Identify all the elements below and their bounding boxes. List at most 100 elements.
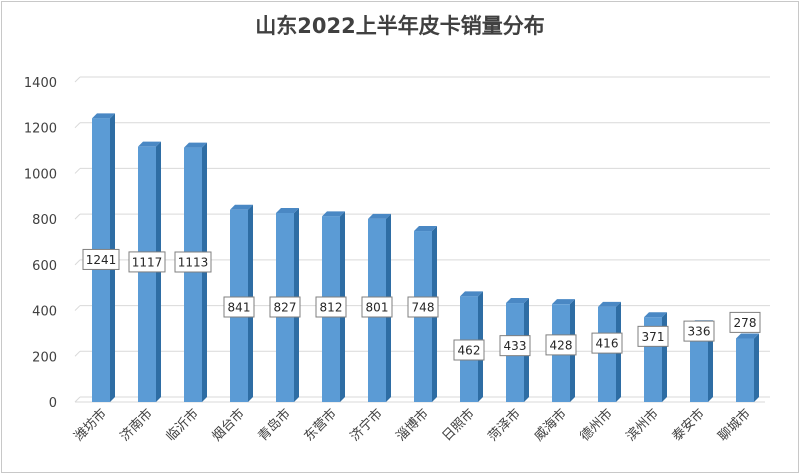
data-label-box <box>361 296 393 318</box>
bar-front <box>598 306 616 402</box>
data-label: 433 <box>499 335 531 357</box>
data-label-text: 428 <box>550 338 573 352</box>
y-tick-label: 1200 <box>24 122 57 137</box>
bar-top <box>184 142 207 148</box>
data-label: 1113 <box>174 251 212 273</box>
data-label-text: 462 <box>458 344 481 358</box>
data-label: 1117 <box>128 251 166 273</box>
bar-side <box>662 312 667 402</box>
y-tick-label: 400 <box>32 305 57 320</box>
category-label: 菏泽市 <box>485 406 524 445</box>
data-label-box <box>499 335 531 357</box>
category-label: 青岛市 <box>255 406 294 445</box>
y-tick-label: 1400 <box>24 76 57 91</box>
gridline-depth <box>74 259 81 266</box>
data-label-box <box>174 251 212 273</box>
category-label: 东营市 <box>301 406 340 445</box>
category-labels: 潍坊市 济南市 临沂市 烟台市 青岛市 东营市 济宁市 淄博市 日照市 菏泽市 威海市 德州市 滨州市泰… <box>71 406 754 445</box>
data-label-box <box>637 325 669 347</box>
data-label-box <box>545 334 577 356</box>
chart-title: 山东2022上半年皮卡销量分布 <box>255 14 545 38</box>
category-label: 威海市 <box>531 406 570 445</box>
data-label-text: 336 <box>688 325 711 339</box>
data-label: 841 <box>223 296 255 318</box>
bar-top <box>138 141 161 147</box>
y-axis-ticks: 0 200 400 600 800 1000 1200 1400 <box>24 76 57 411</box>
data-label-box <box>128 251 166 273</box>
data-label-text: 1117 <box>132 255 163 269</box>
data-label: 416 <box>591 332 623 354</box>
data-label: 801 <box>361 296 393 318</box>
gridline-depth <box>74 305 81 311</box>
category-label: 德州市 <box>577 406 616 445</box>
bar-top <box>736 333 759 339</box>
data-label: 278 <box>729 311 761 333</box>
bar-front <box>184 147 202 402</box>
bar <box>644 312 667 402</box>
bar-top <box>414 226 437 232</box>
bar-top <box>322 211 345 217</box>
gridline-depth <box>74 350 81 357</box>
category-label: 济宁市 <box>347 406 386 445</box>
data-label-text: 748 <box>412 301 435 315</box>
data-label-box <box>223 296 255 318</box>
data-label-text: 812 <box>320 301 343 315</box>
y-tick-label: 0 <box>49 396 57 411</box>
data-label-box <box>729 311 761 333</box>
bar-front <box>736 338 754 402</box>
data-label: 462 <box>453 339 485 361</box>
data-label-text: 433 <box>504 339 527 353</box>
category-label: 济南市 <box>117 406 156 445</box>
bar-top <box>552 299 575 305</box>
data-label-box <box>269 296 301 318</box>
y-tick-label: 600 <box>32 259 57 274</box>
category-label: 淄博市 <box>393 406 432 445</box>
bar-top <box>506 298 529 304</box>
data-label: 1241 <box>82 248 120 270</box>
data-labels: 1241 1117 1113 841 827 812 801 748 462 433 428 416 3… <box>82 248 761 361</box>
bar-top <box>460 291 483 297</box>
data-label-text: 1113 <box>178 256 209 270</box>
data-label: 827 <box>269 296 301 318</box>
bar <box>736 333 759 402</box>
data-label-box <box>315 296 347 318</box>
bar-top <box>276 207 299 213</box>
data-label: 428 <box>545 334 577 356</box>
data-label-text: 841 <box>228 301 251 315</box>
data-label-text: 1241 <box>86 253 117 267</box>
data-label-text: 827 <box>274 301 297 315</box>
y-tick-label: 1000 <box>24 167 57 182</box>
data-label-box <box>591 332 623 354</box>
data-label: 371 <box>637 325 669 347</box>
category-label: 泰安市 <box>669 406 708 445</box>
bar-top <box>644 312 667 318</box>
gridline-depth <box>74 213 81 220</box>
data-label: 748 <box>407 296 439 318</box>
data-label-box <box>683 320 715 342</box>
bar-front <box>138 146 156 402</box>
category-label: 滨州市 <box>623 406 662 445</box>
gridline-depth <box>74 168 81 174</box>
bar-top <box>230 204 253 210</box>
bar-side <box>754 333 759 402</box>
gridline-depth <box>74 76 81 83</box>
bar-top <box>598 301 621 307</box>
bar-top <box>92 113 115 119</box>
gridline-depth <box>74 396 81 403</box>
category-label: 烟台市 <box>209 406 248 445</box>
data-label: 812 <box>315 296 347 318</box>
data-label-box <box>82 248 120 270</box>
y-tick-label: 800 <box>32 213 57 228</box>
category-label: 日照市 <box>439 406 478 445</box>
gridline-depth <box>74 122 81 129</box>
data-label-box <box>407 296 439 318</box>
y-tick-label: 200 <box>32 350 57 365</box>
category-label: 临沂市 <box>163 406 202 445</box>
data-label-text: 371 <box>642 330 665 344</box>
bar-front <box>690 325 708 402</box>
category-label: 聊城市 <box>715 406 754 445</box>
data-label: 336 <box>683 320 715 342</box>
data-label-text: 278 <box>734 316 757 330</box>
data-label-text: 416 <box>596 337 619 351</box>
